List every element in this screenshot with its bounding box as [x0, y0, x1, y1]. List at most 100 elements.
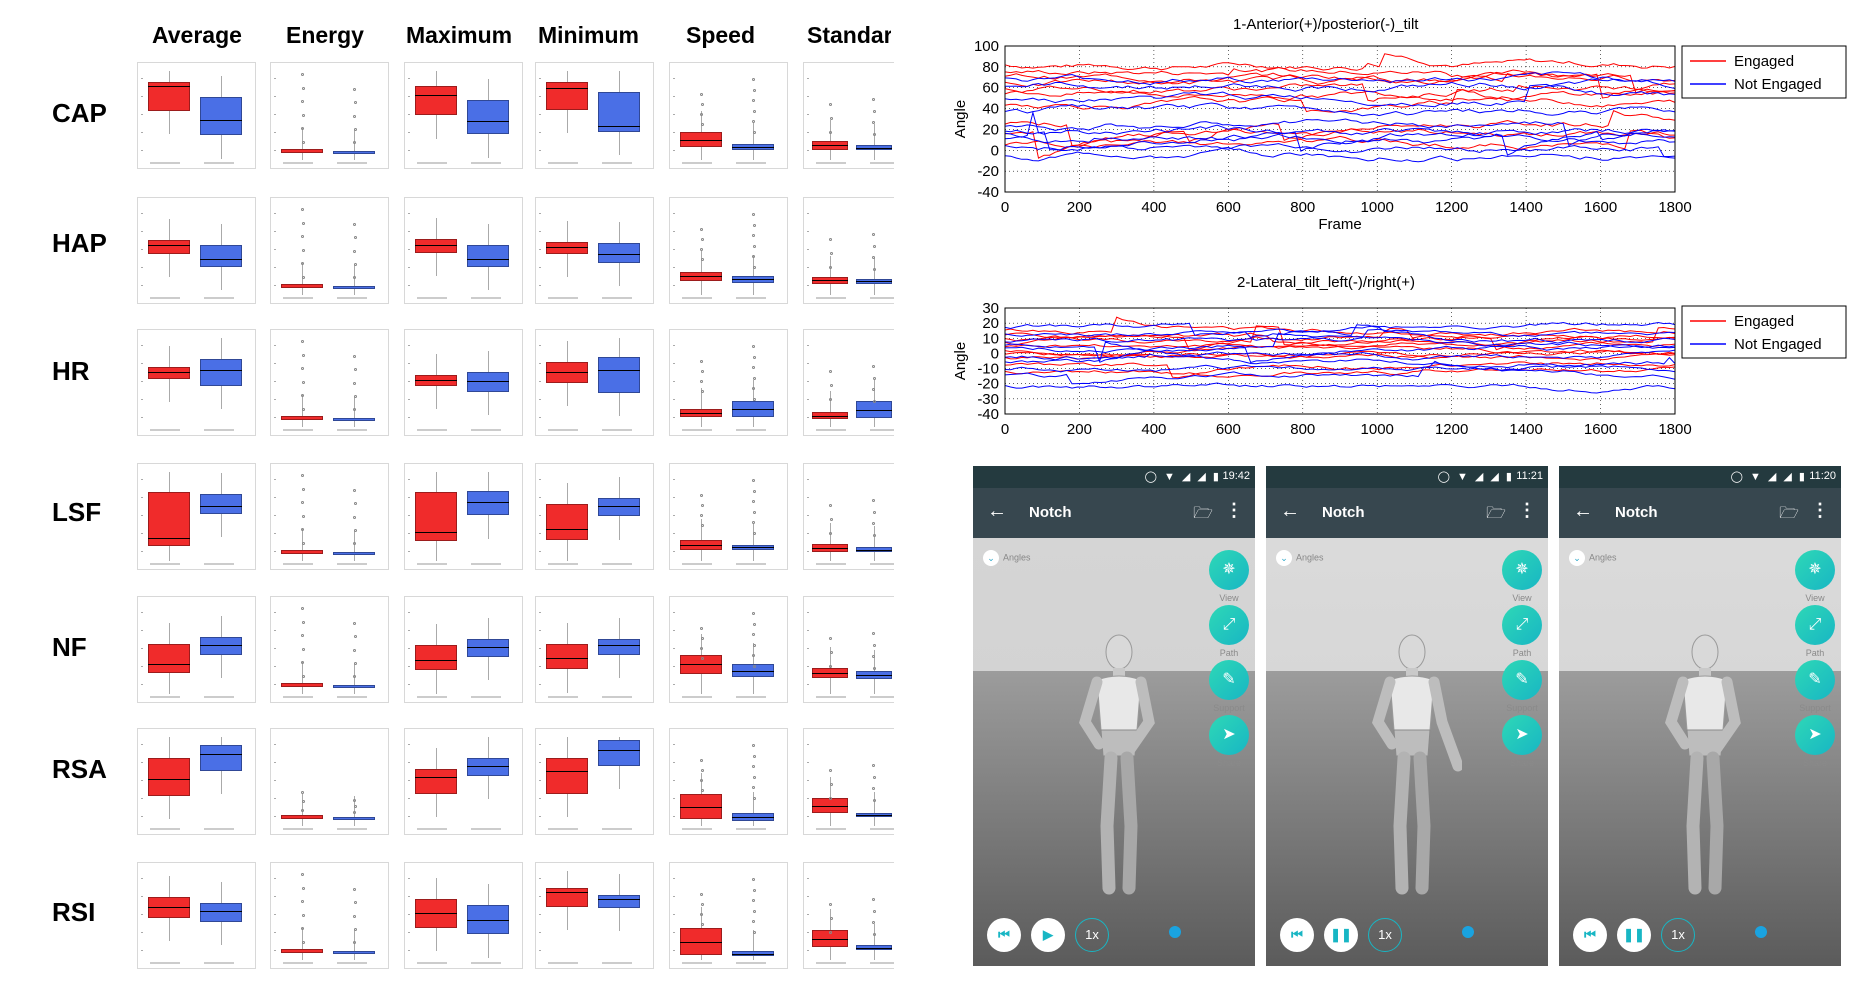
axis-tick: [539, 878, 541, 879]
view-button[interactable]: ✵: [1795, 550, 1835, 590]
outlier-point: [354, 502, 357, 506]
median-line: [546, 88, 588, 90]
skip-back-button[interactable]: ⏮: [987, 918, 1021, 952]
axis-tick: [673, 533, 675, 534]
timeline-dot[interactable]: [1755, 926, 1767, 938]
series-line-engaged: [1004, 325, 1676, 347]
support-button[interactable]: ✎: [1795, 660, 1835, 700]
back-arrow-icon[interactable]: ←: [987, 500, 1007, 522]
axis-tick: [274, 479, 276, 480]
x-tick-label: [337, 828, 367, 830]
axis-tick: [408, 932, 410, 933]
angles-toggle[interactable]: ⌄ Angles: [983, 550, 1031, 566]
pause-button[interactable]: ❚❚: [1324, 918, 1358, 952]
boxplot-panel: [137, 728, 256, 835]
box-body: [281, 683, 323, 688]
x-tick-label: [204, 696, 234, 698]
share-button[interactable]: ➤: [1502, 715, 1542, 755]
overflow-menu-icon[interactable]: ⋮: [1518, 500, 1536, 520]
path-button[interactable]: ⤢: [1795, 605, 1835, 645]
overflow-menu-icon[interactable]: ⋮: [1225, 500, 1243, 520]
x-tick-label: 400: [1141, 199, 1166, 216]
axis-tick: [539, 612, 541, 613]
folder-icon[interactable]: 🗁: [1486, 505, 1506, 522]
speed-button[interactable]: 1x: [1368, 918, 1402, 952]
angles-label: Angles: [1003, 552, 1031, 563]
series-line-engaged: [1004, 327, 1676, 351]
axis-tick: [274, 896, 276, 897]
view-button[interactable]: ✵: [1209, 550, 1249, 590]
outlier-point: [701, 524, 704, 527]
axis-tick: [408, 878, 410, 879]
angles-toggle[interactable]: ⌄ Angles: [1569, 550, 1617, 566]
axis-tick: [408, 249, 410, 250]
outlier-point: [302, 514, 305, 518]
x-tick-label: [602, 696, 632, 698]
play-button[interactable]: ▶: [1031, 918, 1065, 952]
axis-tick: [539, 780, 541, 781]
timeline-dot[interactable]: [1169, 926, 1181, 938]
axis-tick: [141, 896, 143, 897]
median-line: [598, 506, 640, 507]
share-button[interactable]: ➤: [1795, 715, 1835, 755]
x-tick-label: [816, 828, 846, 830]
median-line: [680, 664, 722, 666]
x-tick-label: [471, 696, 501, 698]
outlier-point: [353, 276, 356, 279]
speed-button[interactable]: 1x: [1661, 918, 1695, 952]
outlier-point: [353, 408, 356, 411]
engaged-box: [148, 863, 190, 968]
mannequin-figure: [1079, 634, 1155, 895]
folder-icon[interactable]: 🗁: [1779, 505, 1799, 522]
box-body: [415, 86, 457, 116]
support-button[interactable]: ✎: [1502, 660, 1542, 700]
angles-toggle[interactable]: ⌄ Angles: [1276, 550, 1324, 566]
skip-back-button[interactable]: ⏮: [1280, 918, 1314, 952]
outlier-point: [354, 101, 357, 105]
series-line-not-engaged: [1004, 133, 1676, 145]
box-body: [546, 503, 588, 540]
axis-tick: [673, 150, 675, 151]
support-button[interactable]: ✎: [1209, 660, 1249, 700]
skip-back-button[interactable]: ⏮: [1573, 918, 1607, 952]
folder-icon[interactable]: 🗁: [1193, 505, 1213, 522]
axis-tick: [807, 78, 809, 79]
boxplot-panel: [535, 197, 654, 304]
axis-tick: [408, 381, 410, 382]
box-body: [546, 888, 588, 908]
back-arrow-icon[interactable]: ←: [1573, 500, 1593, 522]
median-line: [467, 501, 509, 503]
outlier-point: [302, 248, 305, 252]
box-body: [732, 143, 774, 151]
timeline-dot[interactable]: [1462, 926, 1474, 938]
row-label-hap: HAP: [52, 228, 107, 258]
median-line: [732, 817, 774, 819]
boxplot-panel: [803, 728, 894, 835]
not-engaged-box: [732, 63, 774, 168]
x-tick-label: [337, 563, 367, 565]
speed-button[interactable]: 1x: [1075, 918, 1109, 952]
path-button[interactable]: ⤢: [1209, 605, 1249, 645]
axis-tick: [539, 684, 541, 685]
back-arrow-icon[interactable]: ←: [1280, 500, 1300, 522]
outlier-point: [752, 234, 755, 238]
share-button[interactable]: ➤: [1209, 715, 1249, 755]
outlier-point: [302, 113, 305, 117]
not-engaged-box: [856, 198, 892, 303]
path-button[interactable]: ⤢: [1502, 605, 1542, 645]
outlier-point: [700, 893, 703, 896]
outlier-point: [302, 353, 305, 357]
boxplot-panel: [669, 197, 788, 304]
axis-tick: [539, 762, 541, 763]
outlier-point: [829, 532, 832, 535]
status-time: 19:42: [1222, 470, 1250, 482]
whisker: [354, 130, 355, 160]
view-button[interactable]: ✵: [1502, 550, 1542, 590]
overflow-menu-icon[interactable]: ⋮: [1811, 500, 1829, 520]
x-tick-label: [471, 563, 501, 565]
outlier-point: [872, 632, 875, 635]
x-tick-label: [548, 962, 578, 964]
axis-tick: [408, 780, 410, 781]
x-tick-label: [602, 563, 632, 565]
pause-button[interactable]: ❚❚: [1617, 918, 1651, 952]
